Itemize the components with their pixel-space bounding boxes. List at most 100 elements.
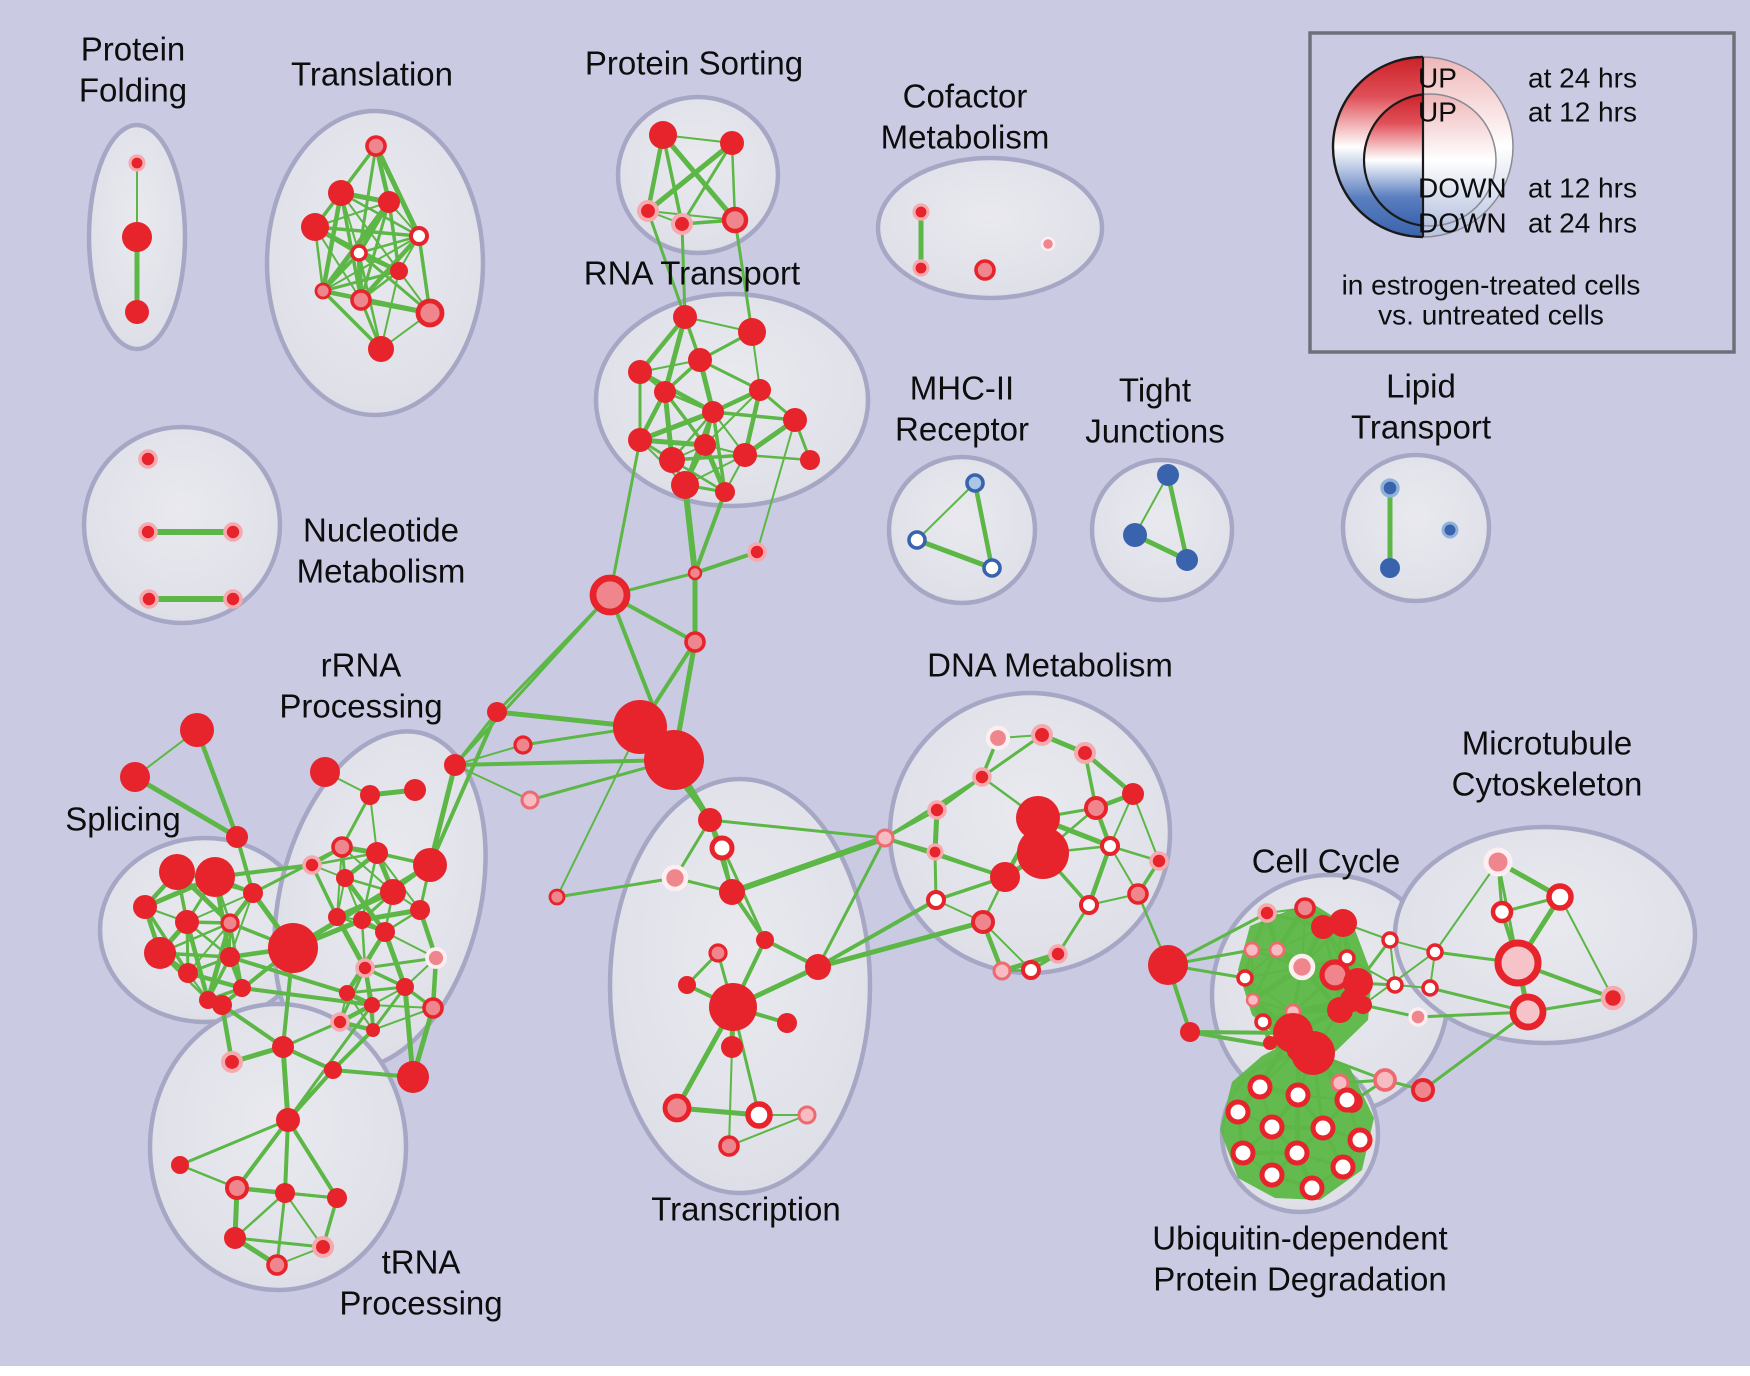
graph-node <box>702 401 724 423</box>
graph-node <box>1148 945 1188 985</box>
graph-node <box>195 857 235 897</box>
cluster-ellipse-rna-transport <box>593 291 871 509</box>
graph-node <box>1259 1114 1285 1140</box>
graph-node <box>1225 1099 1251 1125</box>
graph-node <box>314 282 332 300</box>
graph-node <box>390 262 408 280</box>
graph-node <box>366 1023 380 1037</box>
graph-node <box>138 522 158 542</box>
graph-node <box>1122 783 1144 805</box>
graph-node <box>225 1176 249 1200</box>
graph-node <box>178 963 198 983</box>
graph-node <box>311 1235 335 1259</box>
cluster-ellipse-cofactor-metabolism <box>875 155 1105 301</box>
graph-edge <box>884 809 938 839</box>
cluster-label-mhc-ii-receptor: Receptor <box>895 411 1029 448</box>
graph-node <box>1421 979 1439 997</box>
legend-direction-label: UP <box>1418 62 1457 93</box>
graph-edge <box>647 210 736 221</box>
graph-node <box>413 848 447 882</box>
graph-node <box>1230 1140 1256 1166</box>
cluster-label-transcription: Transcription <box>651 1191 841 1228</box>
graph-edge <box>1132 793 1160 862</box>
graph-edge <box>313 225 421 238</box>
graph-edge <box>980 733 1044 779</box>
graph-node <box>875 828 895 848</box>
graph-edge <box>728 1046 733 1147</box>
graph-edge <box>178 1118 290 1167</box>
graph-node <box>125 300 149 324</box>
graph-edge <box>427 762 458 868</box>
graph-edge <box>646 209 687 319</box>
graph-node <box>670 212 694 236</box>
graph-node <box>1236 969 1254 987</box>
cluster-label-tight-junctions: Junctions <box>1085 413 1224 450</box>
legend-donut-vivid-half <box>1331 55 1423 239</box>
cluster-label-protein-folding: Protein <box>81 31 186 68</box>
graph-node <box>360 785 380 805</box>
graph-node <box>990 862 1020 892</box>
graph-node <box>1084 796 1108 820</box>
graph-node <box>365 135 387 157</box>
graph-node <box>220 913 240 933</box>
graph-edge <box>314 226 362 301</box>
graph-node <box>1040 236 1056 252</box>
graph-edge <box>373 143 422 239</box>
graph-node <box>223 589 243 609</box>
graph-edge <box>733 218 754 334</box>
graph-node <box>965 473 985 493</box>
cluster-ellipse-lipid-transport <box>1340 452 1492 604</box>
graph-node <box>738 318 766 346</box>
cluster-label-cell-cycle: Cell Cycle <box>1252 843 1401 880</box>
graph-node <box>272 1036 294 1058</box>
legend-box <box>1308 31 1736 354</box>
cluster-label-translation: Translation <box>291 56 453 93</box>
graph-node <box>520 790 540 810</box>
graph-node <box>1441 521 1459 539</box>
graph-node <box>397 1061 429 1093</box>
graph-edge <box>756 419 796 553</box>
graph-node <box>1259 1162 1285 1188</box>
graph-node <box>982 558 1002 578</box>
graph-node <box>327 1188 347 1208</box>
graph-edge <box>556 726 641 898</box>
graph-node <box>636 199 660 223</box>
graph-node <box>1030 723 1054 747</box>
graph-node <box>678 976 696 994</box>
bottom-margin <box>0 1366 1750 1376</box>
graph-node <box>1509 993 1547 1031</box>
graph-edge <box>637 369 716 415</box>
graph-node <box>368 336 394 362</box>
graph-node <box>628 360 652 384</box>
graph-edge <box>453 593 612 767</box>
graph-node <box>1288 953 1316 981</box>
graph-edge <box>708 818 887 840</box>
graph-node <box>233 979 251 997</box>
graph-edge <box>235 1118 290 1190</box>
graph-node <box>328 908 346 926</box>
graph-node <box>698 808 722 832</box>
graph-node <box>974 259 996 281</box>
graph-edge <box>380 270 400 350</box>
graph-edge <box>283 1118 290 1195</box>
graph-node <box>1494 939 1542 987</box>
graph-edge <box>663 390 707 447</box>
graph-node <box>733 443 757 467</box>
graph-node <box>355 958 375 978</box>
graph-node <box>128 154 146 172</box>
graph-node <box>180 713 214 747</box>
graph-node <box>224 1227 246 1249</box>
graph-edge <box>321 289 383 351</box>
graph-node <box>694 434 716 456</box>
graph-node <box>745 1101 773 1129</box>
graph-edge <box>728 1114 808 1147</box>
graph-node <box>985 725 1011 751</box>
graph-edge <box>608 438 642 597</box>
graph-edge <box>194 727 240 840</box>
cluster-ellipse-nucleotide-metabolism <box>81 424 283 626</box>
graph-node <box>409 226 429 246</box>
legend-time-label: at 24 hrs <box>1528 62 1637 93</box>
graph-node <box>715 482 735 502</box>
graph-node <box>1381 931 1399 949</box>
graph-node <box>302 855 322 875</box>
